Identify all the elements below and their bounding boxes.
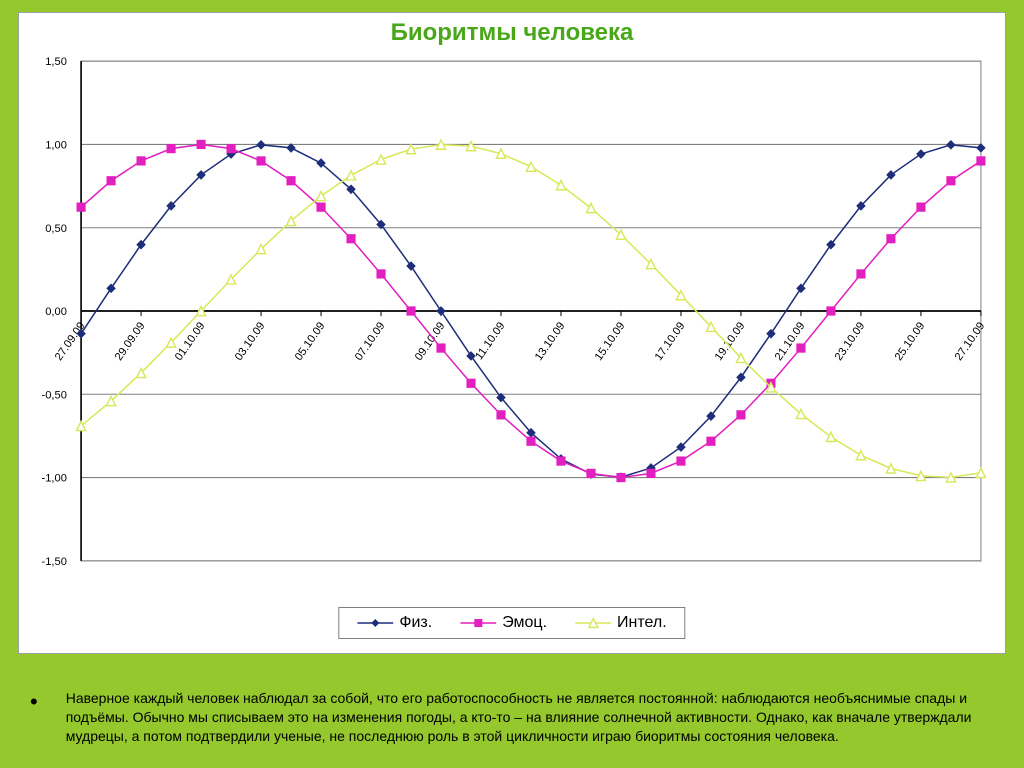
chart-card: Биоритмы человека -1,50-1,00-0,500,000,5… [18, 12, 1006, 654]
legend: Физ. Эмоц. Интел. [338, 607, 685, 639]
svg-text:27.10.09: 27.10.09 [953, 320, 988, 363]
svg-text:25.10.09: 25.10.09 [893, 320, 928, 363]
legend-swatch-phys [357, 615, 393, 631]
svg-text:1,00: 1,00 [45, 139, 67, 151]
svg-text:-0,50: -0,50 [42, 389, 67, 401]
svg-text:1,50: 1,50 [45, 56, 67, 68]
svg-text:13.10.09: 13.10.09 [533, 320, 568, 363]
svg-text:03.10.09: 03.10.09 [233, 320, 268, 363]
legend-label-emo: Эмоц. [502, 614, 547, 632]
svg-text:21.10.09: 21.10.09 [773, 320, 808, 363]
svg-text:27.09.09: 27.09.09 [53, 320, 88, 363]
svg-text:07.10.09: 07.10.09 [353, 320, 388, 363]
legend-label-intel: Интел. [617, 614, 667, 632]
svg-text:-1,50: -1,50 [42, 556, 67, 568]
legend-item-phys: Физ. [357, 614, 432, 632]
svg-text:29.09.09: 29.09.09 [113, 320, 148, 363]
legend-item-emo: Эмоц. [460, 614, 547, 632]
svg-text:01.10.09: 01.10.09 [173, 320, 208, 363]
svg-text:09.10.09: 09.10.09 [413, 320, 448, 363]
caption-text: Наверное каждый человек наблюдал за собо… [66, 689, 994, 746]
chart-title: Биоритмы человека [19, 13, 1005, 49]
legend-swatch-intel [575, 615, 611, 631]
bullet-icon: • [30, 691, 38, 713]
svg-text:17.10.09: 17.10.09 [653, 320, 688, 363]
svg-text:0,00: 0,00 [45, 306, 67, 318]
legend-swatch-emo [460, 615, 496, 631]
legend-item-intel: Интел. [575, 614, 667, 632]
svg-text:15.10.09: 15.10.09 [593, 320, 628, 363]
legend-label-phys: Физ. [399, 614, 432, 632]
chart-svg: -1,50-1,00-0,500,000,501,001,50 27.09.09… [75, 55, 987, 567]
svg-text:23.10.09: 23.10.09 [833, 320, 868, 363]
svg-text:-1,00: -1,00 [42, 473, 67, 485]
plot-area: -1,50-1,00-0,500,000,501,001,50 27.09.09… [75, 55, 987, 567]
caption-row: • Наверное каждый человек наблюдал за со… [30, 689, 994, 746]
svg-text:11.10.09: 11.10.09 [473, 320, 507, 362]
svg-text:0,50: 0,50 [45, 223, 67, 235]
slide: Биоритмы человека -1,50-1,00-0,500,000,5… [0, 0, 1024, 768]
svg-text:05.10.09: 05.10.09 [293, 320, 328, 363]
